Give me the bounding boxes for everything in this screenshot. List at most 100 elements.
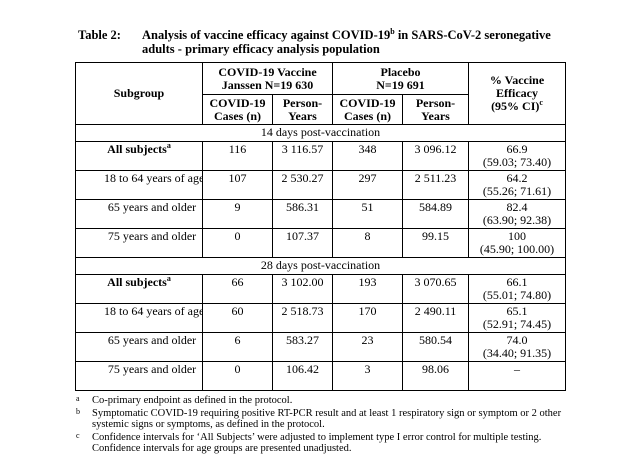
efficacy-value: 74.0 — [506, 333, 528, 347]
table-row: 18 to 64 years of age 60 2 518.73 170 2 … — [75, 303, 567, 333]
table-title-line1-cont: in SARS-CoV-2 seronegative — [394, 28, 551, 42]
cell-vaccine-efficacy: 65.1 (52.91; 74.45) — [468, 303, 567, 333]
table-title-label: Table 2: — [78, 28, 121, 42]
table-row: 75 years and older 0 107.37 8 99.15 100 … — [75, 228, 567, 258]
placebo-cases-line1: COVID-19 — [339, 95, 396, 110]
cell-placebo-person-years: 3 096.12 — [401, 141, 470, 171]
cell-vaccine-person-years: 2 530.27 — [272, 170, 333, 200]
cell-vaccine-efficacy: – — [468, 361, 567, 391]
cell-vaccine-person-years: 2 518.73 — [272, 303, 333, 333]
cell-placebo-person-years: 2 511.23 — [401, 170, 470, 200]
cell-vaccine-efficacy: 64.2 (55.26; 71.61) — [468, 170, 567, 200]
placebo-cases-line2: Cases (n) — [344, 108, 391, 123]
footnotes: a Co-primary endpoint as defined in the … — [75, 394, 565, 455]
table-row: 75 years and older 0 106.42 3 98.06 – — [75, 361, 567, 391]
subgroup-superscript-a: a — [166, 274, 171, 283]
cell-placebo-cases: 51 — [332, 199, 403, 229]
footnote-marker-a: a — [76, 394, 80, 403]
cell-placebo-cases: 297 — [332, 170, 403, 200]
footnote-a-line1: Co-primary endpoint as defined in the pr… — [92, 395, 293, 406]
placebo-group-line1: Placebo — [380, 64, 421, 79]
placebo-py-line2: Years — [421, 108, 450, 123]
cell-vaccine-person-years: 3 102.00 — [272, 274, 333, 304]
placebo-group-line2: N=19 691 — [376, 77, 425, 92]
column-header-placebo-cases: COVID-19 Cases (n) — [332, 94, 403, 125]
table-title-line1-text: Analysis of vaccine efficacy against COV… — [142, 28, 391, 42]
cell-vaccine-cases: 9 — [202, 199, 273, 229]
cell-placebo-cases: 3 — [332, 361, 403, 391]
subgroup-text: All subjects — [107, 142, 167, 156]
efficacy-header-ci: (95% CI) — [491, 99, 540, 113]
cell-placebo-person-years: 98.06 — [401, 361, 470, 391]
column-header-vaccine-person-years: Person- Years — [272, 94, 333, 125]
footnote-a: a Co-primary endpoint as defined in the … — [75, 394, 565, 407]
footnote-c-line2: Confidence intervals for age groups are … — [92, 443, 352, 454]
table-row: 18 to 64 years of age 107 2 530.27 297 2… — [75, 170, 567, 200]
efficacy-ci: (55.01; 74.80) — [482, 288, 552, 302]
table-row: All subjectsa 66 3 102.00 193 3 070.65 6… — [75, 274, 567, 304]
table-title-line1: Analysis of vaccine efficacy against COV… — [142, 26, 551, 42]
vaccine-py-line1: Person- — [282, 95, 323, 110]
column-header-placebo-person-years: Person- Years — [401, 94, 470, 125]
efficacy-value: 100 — [508, 229, 527, 243]
vaccine-efficacy-table: Subgroup COVID-19 Vaccine Janssen N=19 6… — [74, 62, 567, 391]
column-header-vaccine-cases: COVID-19 Cases (n) — [202, 94, 273, 125]
efficacy-value: 66.1 — [506, 275, 528, 289]
title-superscript-b: b — [390, 26, 395, 36]
header-group-row: Subgroup COVID-19 Vaccine Janssen N=19 6… — [75, 62, 567, 125]
efficacy-ci: (34.40; 91.35) — [482, 346, 552, 360]
efficacy-ci: (45.90; 100.00) — [479, 242, 555, 256]
cell-placebo-cases: 348 — [332, 141, 403, 171]
subgroup-65-older: 65 years and older — [75, 332, 203, 362]
cell-vaccine-person-years: 3 116.57 — [272, 141, 333, 171]
efficacy-value: 64.2 — [506, 171, 528, 185]
section-row-28-days: 28 days post-vaccination — [74, 257, 567, 275]
cell-placebo-cases: 170 — [332, 303, 403, 333]
cell-vaccine-person-years: 586.31 — [272, 199, 333, 229]
column-header-efficacy: % Vaccine Efficacy (95% CI)c — [468, 62, 567, 125]
footnote-b-line2: systemic signs or symptoms, as defined i… — [92, 419, 325, 430]
efficacy-ci: (55.26; 71.61) — [482, 184, 552, 198]
efficacy-ci: (63.90; 92.38) — [482, 213, 552, 227]
table-row: All subjectsa 116 3 116.57 348 3 096.12 … — [75, 141, 567, 171]
cell-vaccine-cases: 6 — [202, 332, 273, 362]
section-row-14-days: 14 days post-vaccination — [74, 124, 567, 142]
footnote-c-line1: Confidence intervals for ‘All Subjects’ … — [92, 431, 542, 443]
vaccine-py-line2: Years — [288, 108, 317, 123]
column-group-placebo: Placebo N=19 691 — [331, 62, 470, 95]
subgroup-18-64: 18 to 64 years of age — [75, 170, 203, 200]
cell-vaccine-cases: 107 — [202, 170, 273, 200]
efficacy-ci: (52.91; 74.45) — [482, 317, 552, 331]
cell-vaccine-efficacy: 74.0 (34.40; 91.35) — [468, 332, 567, 362]
cell-vaccine-person-years: 583.27 — [272, 332, 333, 362]
table-title: Table 2: Analysis of vaccine efficacy ag… — [78, 26, 551, 56]
vaccine-group-line1: COVID-19 Vaccine — [218, 64, 317, 79]
cell-placebo-cases: 8 — [332, 228, 403, 258]
cell-vaccine-person-years: 107.37 — [272, 228, 333, 258]
subgroup-all-subjects: All subjectsa — [75, 141, 203, 171]
cell-placebo-cases: 23 — [332, 332, 403, 362]
footnote-b-line1: Symptomatic COVID-19 requiring positive … — [92, 407, 562, 419]
efficacy-value: 66.9 — [506, 142, 528, 156]
section-label-14-days: 14 days post-vaccination — [74, 124, 567, 142]
footnote-c: c Confidence intervals for ‘All Subjects… — [75, 430, 565, 455]
cell-vaccine-efficacy: 82.4 (63.90; 92.38) — [468, 199, 567, 229]
table-row: 65 years and older 6 583.27 23 580.54 74… — [75, 332, 567, 362]
subgroup-75-older: 75 years and older — [75, 361, 203, 391]
subgroup-all-subjects: All subjectsa — [75, 274, 203, 304]
footnote-marker-c: c — [76, 430, 80, 440]
cell-placebo-person-years: 580.54 — [401, 332, 470, 362]
efficacy-header-line2: Efficacy — [496, 86, 538, 100]
efficacy-header-line1: % Vaccine — [489, 73, 545, 87]
subgroup-18-64: 18 to 64 years of age — [75, 303, 203, 333]
efficacy-value: 65.1 — [506, 304, 528, 318]
footnote-marker-b: b — [76, 406, 80, 416]
cell-vaccine-efficacy: 66.1 (55.01; 74.80) — [468, 274, 567, 304]
section-label-28-days: 28 days post-vaccination — [74, 257, 567, 275]
vaccine-cases-line2: Cases (n) — [214, 108, 261, 123]
placebo-py-line1: Person- — [415, 95, 456, 110]
cell-placebo-person-years: 584.89 — [401, 199, 470, 229]
cell-vaccine-person-years: 106.42 — [272, 361, 333, 391]
efficacy-ci: (59.03; 73.40) — [482, 155, 552, 169]
cell-vaccine-cases: 0 — [202, 361, 273, 391]
